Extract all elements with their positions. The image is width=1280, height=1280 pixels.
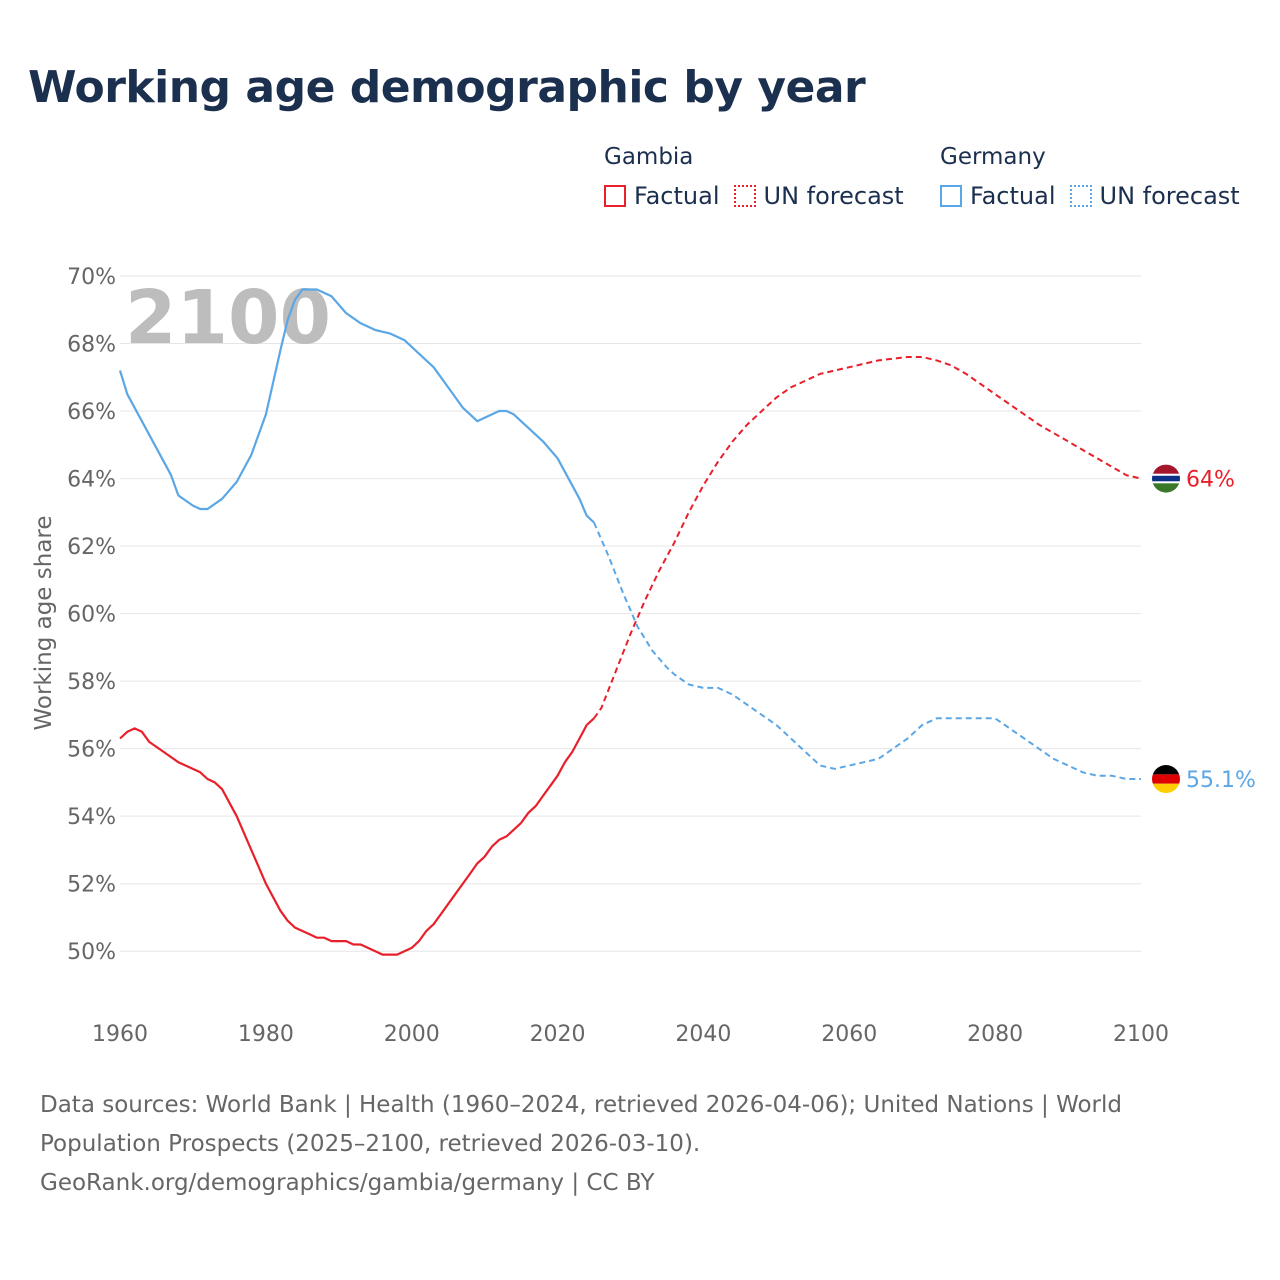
legend-germany-factual[interactable]: Factual (940, 182, 1056, 210)
legend-group-label: Gambia (604, 144, 694, 170)
data-sources-text: Data sources: World Bank | Health (1960–… (40, 1092, 1122, 1157)
y-tick-label: 68% (67, 333, 116, 358)
gambia-flag-icon (1152, 464, 1180, 493)
y-tick-label: 50% (67, 940, 116, 965)
year-watermark: 2100 (125, 275, 331, 361)
x-tick-label: 2100 (1113, 1022, 1169, 1047)
gambia-end-label: 64% (1186, 468, 1235, 493)
legend-item-label: Factual (970, 182, 1056, 210)
legend-group-germany: Germany Factual UN forecast (940, 144, 1240, 210)
x-tick-label: 2080 (967, 1022, 1023, 1047)
legend-item-label: UN forecast (1099, 182, 1240, 210)
y-tick-label: 54% (67, 805, 116, 830)
germany-forecast-line (593, 522, 1141, 780)
germany-factual-line (118, 288, 595, 524)
x-tick-label: 2040 (675, 1022, 731, 1047)
x-tick-label: 2020 (530, 1022, 586, 1047)
x-tick-label: 2000 (384, 1022, 440, 1047)
credit-text: GeoRank.org/demographics/gambia/germany … (40, 1170, 655, 1196)
gambia-forecast-line (593, 356, 1142, 719)
legend-germany-forecast[interactable]: UN forecast (1069, 182, 1240, 210)
footer: Data sources: World Bank | Health (1960–… (40, 1086, 1240, 1203)
x-tick-label: 1980 (238, 1022, 294, 1047)
legend-item-label: UN forecast (763, 182, 904, 210)
y-tick-label: 52% (67, 873, 116, 898)
germany-flag-icon (1152, 765, 1180, 794)
y-tick-label: 70% (67, 265, 116, 290)
legend-gambia-forecast[interactable]: UN forecast (733, 182, 904, 210)
y-tick-label: 64% (67, 468, 116, 493)
legend-item-label: Factual (634, 182, 720, 210)
y-tick-label: 56% (67, 738, 116, 763)
swatch-dotted-icon (733, 185, 756, 207)
y-tick-label: 62% (67, 535, 116, 560)
legend-gambia-factual[interactable]: Factual (604, 182, 720, 210)
legend-group-label: Germany (940, 144, 1046, 170)
x-tick-label: 1960 (92, 1022, 148, 1047)
swatch-solid-icon (604, 185, 626, 207)
x-tick-label: 2060 (821, 1022, 877, 1047)
germany-end-label: 55.1% (1186, 768, 1256, 793)
y-tick-label: 60% (67, 603, 116, 628)
line-chart: 70% 68% 66% 64% 62% 60% 58% 56% 54% 52% 50% 1960 198… (31, 265, 1256, 1047)
gambia-factual-line (119, 717, 595, 956)
chart-title: Working age demographic by year (28, 62, 866, 113)
y-tick-label: 66% (67, 400, 116, 425)
swatch-dotted-icon (1069, 185, 1092, 207)
y-axis-label: Working age share (31, 515, 57, 730)
swatch-solid-icon (940, 185, 962, 207)
legend-group-gambia: Gambia Factual UN forecast (604, 144, 904, 210)
y-tick-label: 58% (67, 670, 116, 695)
